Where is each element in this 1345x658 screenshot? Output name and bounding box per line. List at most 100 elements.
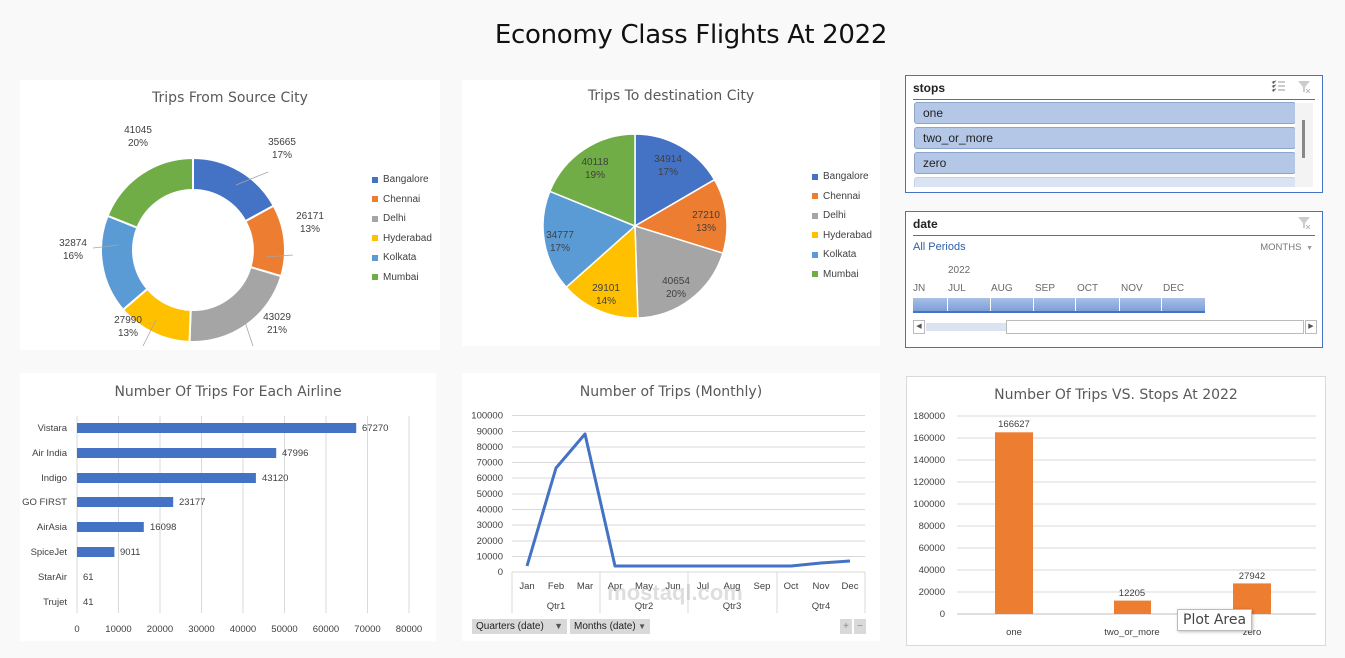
legend-item[interactable]: Bangalore [812,167,872,187]
clear-filter-icon[interactable] [1296,216,1312,232]
month-tick: May [635,581,653,592]
timeline-cell[interactable] [1076,298,1120,311]
slicer-item-one[interactable]: one [914,102,1296,124]
category-label: two_or_more [1104,627,1159,638]
timeline-cell[interactable] [948,298,991,311]
field-button-label: Quarters (date) [476,621,544,632]
column-plot: 180000 160000 140000 120000 100000 80000… [913,411,1316,638]
clear-filter-icon[interactable] [1296,80,1312,96]
stops-slicer[interactable]: stops one two_or_more zero [905,75,1323,193]
timeline-cell[interactable] [913,298,948,311]
label-pct: 13% [696,223,716,234]
label-value: 26171 [296,211,324,222]
destination-city-chart[interactable]: Trips To destination City 34914 17% 2721… [462,80,880,346]
month-tick: Jun [665,581,680,592]
label-value: 27990 [114,315,142,326]
chart-title: Number of Trips (Monthly) [579,384,763,400]
line-plot: 100000 90000 80000 70000 60000 50000 400… [471,411,866,613]
collapse-field-button[interactable]: − [854,619,866,634]
legend-item[interactable]: Chennai [812,187,872,207]
dropdown-arrow-icon: ▼ [1306,245,1313,252]
expand-field-button[interactable]: + [840,619,852,634]
legend-item[interactable]: Hyderabad [812,226,872,246]
month-tick: Mar [577,581,593,592]
legend-swatch [812,232,818,239]
month-label: JUL [948,283,966,294]
x-tick: 20000 [147,624,173,635]
label-pct: 21% [267,325,287,336]
value-label: 16098 [150,522,176,533]
monthly-trips-chart[interactable]: Number of Trips (Monthly) 100000 90000 8… [462,373,880,641]
source-city-chart[interactable]: Trips From Source City 35665 17% 26171 1… [20,80,440,350]
legend-item[interactable]: Hyderabad [372,229,432,249]
legend-label: Kolkata [823,249,857,261]
timeline-cell[interactable] [1034,298,1076,311]
category-label: GO FIRST [22,497,67,508]
category-label: AirAsia [37,522,68,533]
timeline-selection-bar[interactable] [913,298,1205,313]
legend-swatch [812,193,818,200]
legend-item[interactable]: Delhi [372,209,432,229]
legend-item[interactable]: Delhi [812,206,872,226]
slicer-item-two-or-more[interactable]: two_or_more [914,127,1296,149]
airline-chart[interactable]: Number Of Trips For Each Airline Vistara… [20,373,436,641]
scrollbar-thumb[interactable] [1302,120,1305,158]
legend-item[interactable]: Chennai [372,190,432,210]
label-pct: 17% [658,167,678,178]
stops-chart[interactable]: Number Of Trips VS. Stops At 2022 180000… [906,376,1326,646]
value-label: 166627 [998,419,1030,430]
y-tick: 90000 [477,427,503,438]
timeline-cell[interactable] [1162,298,1205,311]
y-tick: 40000 [477,505,503,516]
y-tick: 80000 [477,442,503,453]
chart-title: Number Of Trips For Each Airline [114,384,342,400]
label-value: 40118 [581,157,609,168]
value-label: 43120 [262,473,288,484]
scroll-track-filled [926,323,1006,331]
x-tick: 0 [74,624,79,635]
legend-label: Chennai [383,193,421,205]
label-value: 34914 [654,154,682,165]
y-tick: 20000 [477,536,503,547]
quarters-field-button[interactable]: Quarters (date) ▼ [472,619,567,634]
timeline-header: date [913,212,1315,236]
month-label: NOV [1121,283,1143,294]
legend-item[interactable]: Mumbai [812,265,872,285]
timeline-cell[interactable] [991,298,1034,311]
slicer-scrollbar[interactable] [1295,103,1313,187]
legend-label: Delhi [383,213,406,225]
timeline-cell[interactable] [1120,298,1162,311]
scroll-right-button[interactable]: ▶ [1305,320,1317,334]
y-tick: 40000 [919,565,945,576]
y-tick: 80000 [919,521,945,532]
scroll-left-button[interactable]: ◀ [913,320,925,334]
timeline-scrollbar[interactable]: ◀ ▶ [913,320,1317,334]
legend-item[interactable]: Kolkata [812,245,872,265]
slicer-header: stops [913,76,1315,100]
y-tick: 60000 [919,543,945,554]
category-label: Air India [32,448,68,459]
months-field-button[interactable]: Months (date) ▼ [570,619,650,634]
slicer-item-zero[interactable]: zero [914,152,1296,174]
page-title: Economy Class Flights At 2022 [494,20,888,50]
y-tick: 10000 [477,552,503,563]
legend-item[interactable]: Kolkata [372,248,432,268]
legend-swatch [372,254,378,261]
pie-plot: 34914 17% 27210 13% 40654 20% 29101 14% … [542,133,728,319]
legend-item[interactable]: Mumbai [372,268,432,288]
slicer-title: stops [913,81,946,95]
legend-swatch [372,215,378,222]
legend-label: Hyderabad [823,229,872,241]
scroll-thumb[interactable] [1006,320,1304,334]
legend-item[interactable]: Bangalore [372,170,432,190]
chart-legend: Bangalore Chennai Delhi Hyderabad Kolkat… [372,170,432,287]
date-timeline[interactable]: date All Periods MONTHS ▼ 2022 JN JUL AU… [905,211,1323,348]
time-level-dropdown[interactable]: MONTHS ▼ [1260,242,1313,253]
filter-icon: ▼ [554,621,563,631]
month-label: SEP [1035,283,1056,294]
multi-select-icon[interactable] [1270,80,1286,96]
x-tick: 40000 [230,624,256,635]
slicer-item-blank[interactable] [914,177,1296,187]
quarter-tick: Qtr1 [547,601,565,612]
x-tick: 60000 [313,624,339,635]
